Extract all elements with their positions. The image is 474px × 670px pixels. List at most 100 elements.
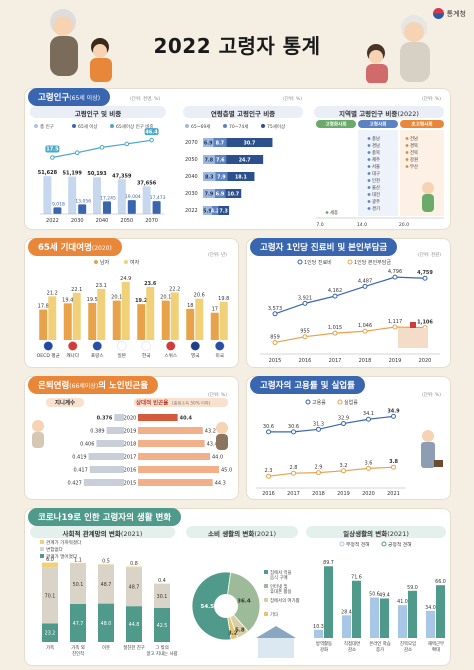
chart-title-daily: 일상생활의 변화(2021) — [306, 528, 446, 538]
bar-female — [219, 301, 228, 340]
section-population-title: 고령인구(65세 이상) — [28, 88, 111, 106]
x-tick: 2040 — [96, 218, 109, 224]
unit-s1: (단위: 천명, %) — [130, 97, 161, 102]
region-dot — [367, 179, 371, 182]
flag-icon — [215, 341, 225, 351]
region-dot — [367, 151, 371, 154]
body-right — [400, 42, 430, 82]
bar-female — [97, 288, 106, 340]
region-label: 전남 — [410, 135, 418, 142]
point-label: 34.1 — [363, 411, 374, 417]
x-tick: 친목모임 — [400, 640, 416, 647]
point-label: 1,046 — [358, 323, 372, 329]
point-label: 30.6 — [263, 424, 274, 430]
bar-negative — [342, 615, 351, 638]
bar-male — [186, 308, 195, 340]
chart-life-expectancy: 남자 여자 17.8 21.2 OECD 평균 19.4 22.1 캐나다 19.5 23.1 프랑… — [37, 259, 230, 359]
label-total: 51,628 — [38, 170, 58, 176]
stack-segment — [214, 189, 226, 198]
illustration-head — [422, 182, 434, 194]
stack-segment — [227, 172, 255, 181]
legend-label: 음식 구매 — [270, 574, 288, 581]
x-tick: 2016 — [262, 491, 275, 497]
bar-label: 24.9 — [120, 276, 131, 282]
pie-hole — [214, 594, 238, 618]
group-label: 초고령사회 — [411, 121, 432, 128]
x-tick: 이웃 — [102, 644, 110, 651]
bar-label: 20.1 — [160, 295, 171, 301]
segment-label: 48.0 — [101, 621, 112, 627]
legend-marker — [339, 541, 345, 547]
segment-label: 18.1 — [235, 174, 247, 180]
point-label: 4,796 — [388, 269, 402, 275]
subtitle-bg — [186, 526, 298, 538]
group-label: 고령사회 — [370, 121, 387, 128]
bar-label: 20.6 — [194, 293, 205, 299]
region-dot — [405, 144, 409, 147]
series-point — [366, 416, 371, 422]
legend-marker — [40, 554, 44, 558]
stack-segment — [126, 567, 142, 607]
series-point — [362, 328, 368, 334]
x-tick: 2016 — [299, 358, 312, 364]
segment-label: 48.7 — [101, 582, 112, 588]
region-dot — [405, 151, 409, 154]
stack-segment — [215, 172, 228, 181]
illustration-head — [422, 430, 434, 442]
stack-segment — [203, 138, 214, 147]
series-point — [341, 421, 346, 427]
x-tick: 2022 — [46, 218, 59, 224]
bar-female — [72, 292, 81, 340]
subheader-poverty-sub: (중위소득 50% 이하) — [172, 400, 211, 407]
region-label: 대전 — [372, 191, 380, 198]
house-roof-icon — [256, 626, 296, 638]
group-label: 고령화사회 — [325, 121, 346, 128]
legend-label: 관계가 가까워졌다 — [46, 539, 82, 546]
region-dot — [405, 158, 409, 161]
gini-label: 0.376 — [97, 416, 113, 422]
section-title-end: 의 노인빈곤율 — [98, 381, 149, 391]
bar-total — [68, 176, 77, 214]
segment-label: 7.6 — [216, 157, 225, 163]
bar-label: 18 — [187, 303, 193, 309]
chart-population: 총 인구 65세 이상 65세이상 인구 비중 51,628 9,018 2022 51,1… — [34, 123, 166, 224]
legend-marker — [40, 547, 44, 551]
bar-male — [137, 304, 146, 340]
bar-label: 17.8 — [38, 304, 49, 310]
segment-label: 48.7 — [129, 585, 140, 591]
subtitle-bg — [183, 106, 303, 118]
poverty-label: 43.4 — [207, 442, 218, 448]
region-dot — [325, 211, 329, 214]
bar-total — [117, 179, 126, 214]
legend-marker — [264, 612, 268, 616]
bar-label: 71.6 — [351, 575, 362, 581]
legend-marker — [264, 570, 268, 574]
series-point — [302, 334, 308, 340]
bar-label: 66.0 — [435, 579, 446, 585]
x-tick: 감소 — [404, 646, 412, 653]
segment-label: 23.2 — [45, 631, 56, 637]
ratio-point — [124, 141, 130, 147]
bar-gini — [114, 414, 124, 421]
y-tick: 2015 — [124, 481, 137, 487]
illustration-body — [32, 432, 44, 448]
x-tick: 알고 지내는 사람 — [146, 650, 177, 657]
region-dot — [405, 165, 409, 168]
legend-label: 관계가 멀어졌다 — [46, 553, 78, 560]
bar-label: 28.4 — [341, 609, 352, 615]
x-tick: 2017 — [287, 491, 300, 497]
series-point — [341, 468, 346, 474]
point-label: 30.6 — [288, 424, 299, 430]
region-label: 충북 — [372, 149, 380, 156]
bar-poverty — [138, 414, 178, 421]
x-tick: 미국 — [216, 352, 224, 359]
legend-marker — [40, 540, 44, 544]
legend-label: 남자 — [100, 259, 110, 266]
x-tick: 증가 — [376, 646, 384, 653]
x-tick: 2018 — [312, 491, 325, 497]
bar-gini — [96, 440, 124, 447]
series-line — [268, 466, 394, 477]
stack-segment — [126, 606, 142, 642]
point-label: 859 — [270, 334, 280, 340]
segment-label: 50.1 — [73, 582, 84, 588]
